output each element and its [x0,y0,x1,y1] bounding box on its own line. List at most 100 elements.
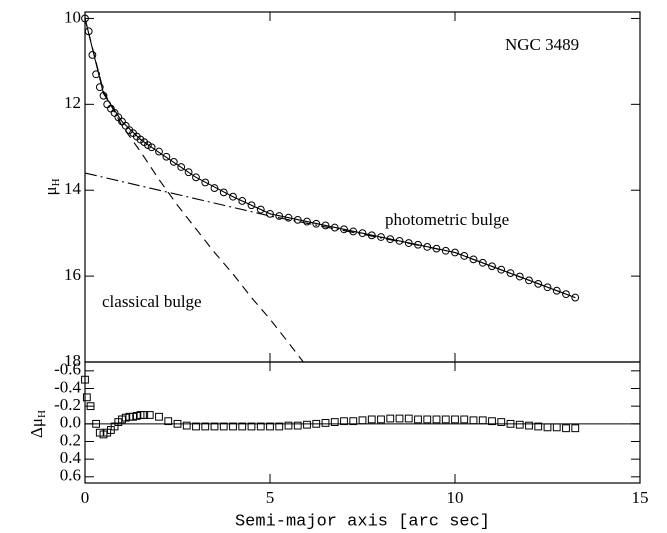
data-point [173,419,182,428]
data-point [86,402,95,411]
data-point [177,163,186,171]
data-point [469,416,478,425]
data-point [247,201,256,210]
data-point [275,422,284,431]
data-point [330,418,339,426]
data-point [321,419,330,427]
series-line [85,18,576,299]
data-point [140,411,149,419]
data-point [92,70,100,79]
data-point [303,217,311,226]
data-point [266,209,274,218]
data-point [192,173,200,182]
data-point [95,83,104,92]
data-point [515,272,524,281]
data-point [219,188,228,197]
data-point [525,276,533,285]
data-point [145,411,154,419]
plot-frame [84,361,641,484]
data-point [321,221,330,230]
data-point [210,422,219,431]
data-point [414,415,422,424]
y-label-symbol: μ [41,186,60,195]
y-tick-label: 16 [64,265,81,284]
data-point [543,283,552,292]
data-point [340,225,348,234]
data-point [284,421,293,430]
data-point [460,252,469,260]
data-point [81,375,89,384]
y-tick-label: -0.4 [54,377,81,396]
y-tick-label: -0.6 [54,360,81,379]
data-point [162,152,171,161]
data-point [303,420,311,429]
data-point [469,255,478,264]
data-point [358,416,367,425]
data-point [238,422,247,431]
data-point [451,415,459,424]
data-point [423,415,432,424]
data-point [506,419,515,428]
data-point [182,421,191,430]
x-tick-label: 0 [81,488,90,507]
data-point [377,415,385,424]
chart-title: NGC 3489 [505,35,579,54]
data-point [155,412,163,421]
data-point [404,414,413,423]
y-tick-label: 0.6 [60,466,81,485]
data-point [552,286,561,295]
data-point [192,422,200,431]
y-tick-label: 0.4 [60,448,82,467]
y-label-symbol: Δμ [27,418,46,438]
y-tick-label: 18 [64,351,81,370]
data-point [147,143,156,152]
y-tick-label: -0.2 [54,395,81,414]
data-point [219,422,228,431]
data-point [238,197,247,205]
data-point [266,422,274,431]
data-point [88,51,97,59]
data-point [506,269,515,278]
y-tick-label: 0.2 [60,430,81,449]
data-point [201,422,210,431]
data-point [534,422,543,431]
data-point [229,192,237,201]
data-point [571,424,580,433]
data-point [293,421,302,430]
y-tick-label: 0.0 [60,413,81,432]
x-tick-label: 5 [266,488,275,507]
y-tick-label: 10 [64,7,81,26]
data-point [256,422,265,431]
data-point [349,417,358,426]
data-point [377,233,385,241]
data-point [488,262,496,271]
data-point [184,168,193,177]
y-label-sub: H [36,410,48,418]
data-point [386,414,395,423]
data-point [562,424,570,433]
data-point [229,422,237,431]
data-point [164,417,173,426]
data-point [451,248,459,257]
y-axis-label: μH [41,178,62,195]
data-point [525,421,533,430]
data-point [534,279,543,288]
data-point [478,258,487,267]
data-point [562,290,570,299]
x-axis-label: Semi-major axis [arc sec] [235,512,490,531]
y-tick-label: 12 [64,93,81,112]
y-label-sub: H [50,178,62,186]
data-point [284,213,293,222]
data-point [340,417,348,426]
data-point [497,265,506,274]
x-tick-label: 15 [632,488,649,507]
data-point [571,293,580,302]
y-tick-label: 14 [64,179,82,198]
data-point [155,147,163,156]
data-point [497,418,506,426]
data-point [312,419,321,428]
data-point [488,417,496,426]
data-point [432,415,441,424]
data-point [515,420,524,429]
data-point [169,157,178,166]
